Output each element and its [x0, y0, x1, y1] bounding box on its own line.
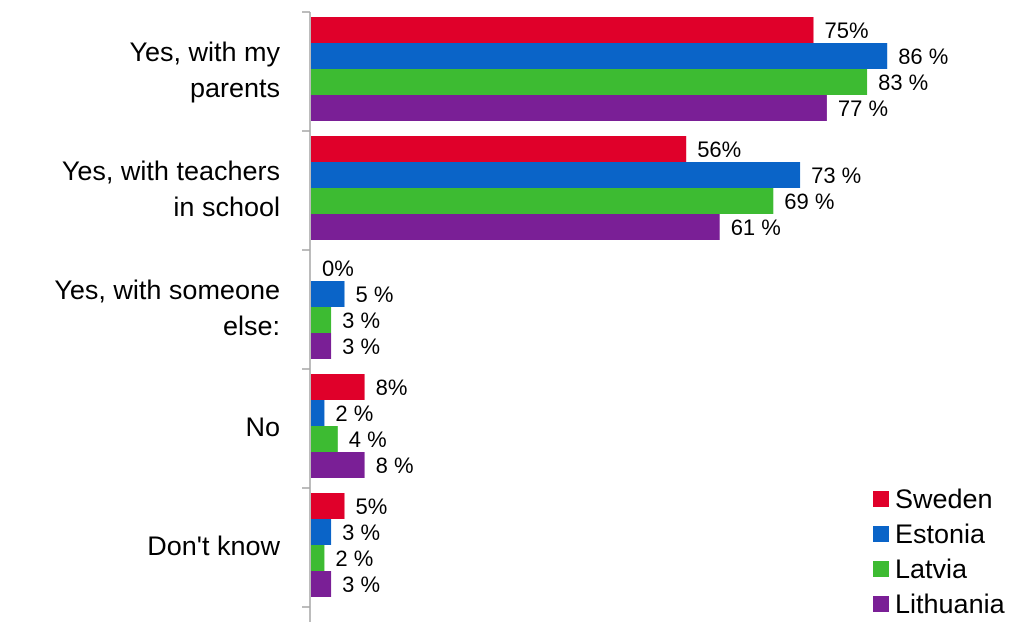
bar-sweden-4: [311, 493, 345, 519]
category-labels: Yes, with my parents Yes, with teachers in …: [54, 37, 280, 561]
bar-latvia-4: [311, 545, 325, 571]
bar-sweden-3: [311, 374, 365, 400]
category-axis: [302, 11, 311, 622]
legend-item-sweden: Sweden: [873, 484, 993, 514]
legend: Sweden Estonia Latvia Lithuania: [873, 484, 1006, 619]
bars: [311, 17, 888, 597]
value-label: 5 %: [356, 282, 394, 307]
legend-swatch: [873, 596, 889, 612]
bar-estonia-4: [311, 519, 332, 545]
bar-estonia-2: [311, 281, 345, 307]
bar-estonia-3: [311, 400, 325, 426]
value-label: 77 %: [838, 96, 888, 121]
bar-estonia-1: [311, 162, 801, 188]
bar-estonia-0: [311, 43, 888, 69]
value-labels: 75%86 %83 %77 %56%73 %69 %61 %0%5 %3 %3 …: [322, 18, 948, 597]
legend-item-estonia: Estonia: [873, 519, 986, 549]
category-label: No: [245, 412, 280, 442]
value-label: 61 %: [731, 215, 781, 240]
value-label: 3 %: [342, 572, 380, 597]
category-label: Yes, with my parents: [129, 37, 280, 103]
category-label: Yes, with teachers in school: [62, 156, 280, 222]
category-label: Don't know: [147, 531, 280, 561]
bar-lithuania-4: [311, 571, 332, 597]
bar-latvia-3: [311, 426, 338, 452]
value-label: 83 %: [878, 70, 928, 95]
bar-sweden-0: [311, 17, 814, 43]
legend-swatch: [873, 526, 889, 542]
legend-label: Sweden: [895, 484, 993, 514]
bar-latvia-0: [311, 69, 868, 95]
bar-latvia-2: [311, 307, 332, 333]
value-label: 86 %: [898, 44, 948, 69]
value-label: 73 %: [811, 163, 861, 188]
legend-swatch: [873, 491, 889, 507]
value-label: 56%: [697, 137, 741, 162]
bar-lithuania-0: [311, 95, 827, 121]
legend-item-latvia: Latvia: [873, 554, 968, 584]
value-label: 8 %: [376, 453, 414, 478]
value-label: 8%: [376, 375, 408, 400]
value-label: 2 %: [335, 546, 373, 571]
legend-swatch: [873, 561, 889, 577]
bar-latvia-1: [311, 188, 774, 214]
value-label: 69 %: [784, 189, 834, 214]
legend-label: Latvia: [895, 554, 968, 584]
category-label: Yes, with someone else:: [54, 275, 280, 341]
legend-item-lithuania: Lithuania: [873, 589, 1006, 619]
value-label: 75%: [825, 18, 869, 43]
legend-label: Estonia: [895, 519, 986, 549]
value-label: 4 %: [349, 427, 387, 452]
legend-label: Lithuania: [895, 589, 1006, 619]
value-label: 5%: [356, 494, 388, 519]
value-label: 2 %: [335, 401, 373, 426]
value-label: 0%: [322, 256, 354, 281]
value-label: 3 %: [342, 308, 380, 333]
bar-sweden-1: [311, 136, 687, 162]
bar-lithuania-3: [311, 452, 365, 478]
bar-lithuania-1: [311, 214, 720, 240]
value-label: 3 %: [342, 520, 380, 545]
bar-lithuania-2: [311, 333, 332, 359]
value-label: 3 %: [342, 334, 380, 359]
